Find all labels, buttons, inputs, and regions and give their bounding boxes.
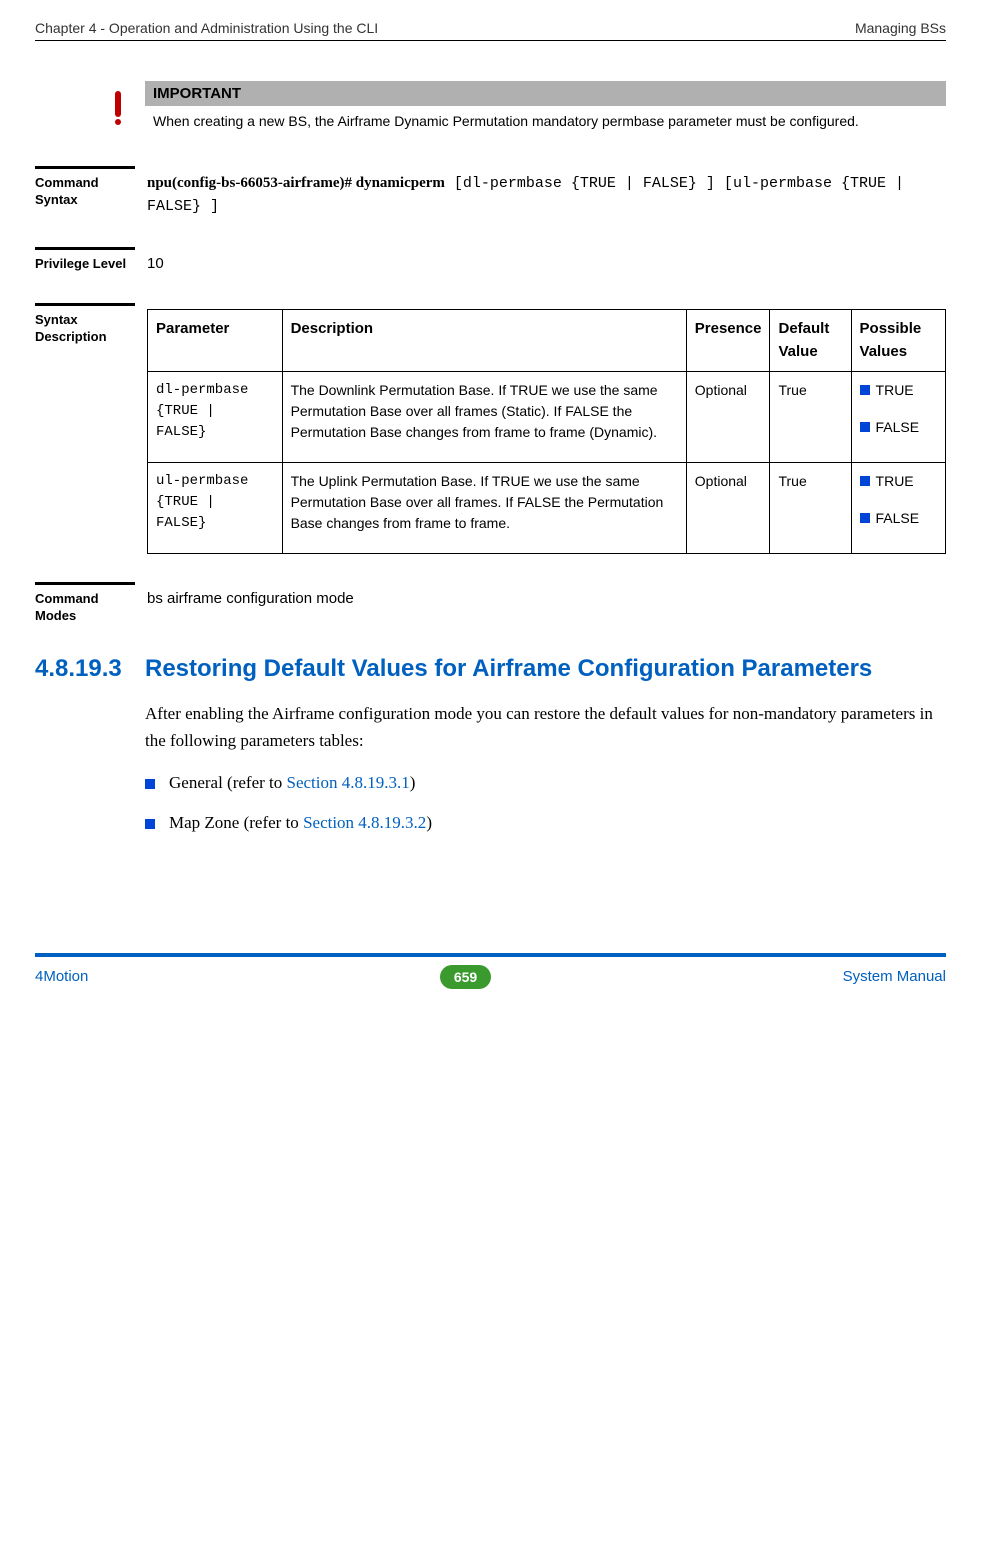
header-right: Managing BSs <box>855 20 946 36</box>
possible-list: TRUE FALSE <box>860 471 937 529</box>
bullet-after: ) <box>410 773 416 792</box>
syntax-desc-label: Syntax Description <box>35 312 135 346</box>
important-icon <box>105 81 135 117</box>
possible-value: FALSE <box>860 508 937 529</box>
command-modes-row: Command Modes bs airframe configuration … <box>35 582 946 625</box>
footer-right: System Manual <box>843 968 946 985</box>
cell-presence: Optional <box>686 372 770 463</box>
command-syntax-label: Command Syntax <box>35 175 135 209</box>
cell-presence: Optional <box>686 463 770 554</box>
header-left: Chapter 4 - Operation and Administration… <box>35 20 378 36</box>
section-label-wrap: Command Syntax <box>35 166 135 219</box>
cell-possible: TRUE FALSE <box>851 372 945 463</box>
table-header-row: Parameter Description Presence Default V… <box>148 310 946 372</box>
subsection-intro: After enabling the Airframe configuratio… <box>145 700 946 754</box>
bullet-row: General (refer to Section 4.8.19.3.1) <box>145 773 946 793</box>
section-reference-link[interactable]: Section 4.8.19.3.1 <box>287 773 410 792</box>
possible-value: TRUE <box>860 380 937 401</box>
possible-value-text: FALSE <box>876 419 920 435</box>
important-callout: IMPORTANT When creating a new BS, the Ai… <box>105 81 946 131</box>
section-reference-link[interactable]: Section 4.8.19.3.2 <box>303 813 426 832</box>
command-syntax-strong: npu(config-bs-66053-airframe)# dynamicpe… <box>147 175 445 191</box>
col-possible: Possible Values <box>851 310 945 372</box>
bullet-text: Map Zone (refer to <box>169 813 303 832</box>
col-description: Description <box>282 310 686 372</box>
bullet-row: Map Zone (refer to Section 4.8.19.3.2) <box>145 813 946 833</box>
bullet-square-icon <box>860 385 870 395</box>
cell-default: True <box>770 463 851 554</box>
command-syntax-body: npu(config-bs-66053-airframe)# dynamicpe… <box>135 166 946 219</box>
bullet-square-icon <box>145 779 155 789</box>
params-table: Parameter Description Presence Default V… <box>147 309 946 554</box>
footer-left: 4Motion <box>35 968 88 985</box>
section-label-wrap: Privilege Level <box>35 247 135 276</box>
section-label-wrap: Command Modes <box>35 582 135 625</box>
bullet-square-icon <box>860 476 870 486</box>
possible-value-text: TRUE <box>876 473 914 489</box>
col-parameter: Parameter <box>148 310 283 372</box>
bullet-square-icon <box>860 422 870 432</box>
important-text: When creating a new BS, the Airframe Dyn… <box>145 106 946 131</box>
page-number-badge: 659 <box>440 965 491 989</box>
command-modes-value: bs airframe configuration mode <box>135 582 946 625</box>
syntax-desc-row: Syntax Description Parameter Description… <box>35 303 946 554</box>
cell-possible: TRUE FALSE <box>851 463 945 554</box>
bullet-text: General (refer to <box>169 773 287 792</box>
subsection-heading: 4.8.19.3 Restoring Default Values for Ai… <box>35 655 946 683</box>
bullet-after: ) <box>426 813 432 832</box>
command-syntax-row: Command Syntax npu(config-bs-66053-airfr… <box>35 166 946 219</box>
possible-value-text: TRUE <box>876 382 914 398</box>
possible-value-text: FALSE <box>876 510 920 526</box>
cell-param: dl-permbase {TRUE | FALSE} <box>148 372 283 463</box>
privilege-label: Privilege Level <box>35 256 135 273</box>
command-modes-label: Command Modes <box>35 591 135 625</box>
bullet-square-icon <box>860 513 870 523</box>
possible-value: FALSE <box>860 417 937 438</box>
cell-default: True <box>770 372 851 463</box>
privilege-value: 10 <box>135 247 946 276</box>
bullet-square-icon <box>145 819 155 829</box>
syntax-desc-body: Parameter Description Presence Default V… <box>135 303 946 554</box>
col-presence: Presence <box>686 310 770 372</box>
header-rule <box>35 40 946 41</box>
important-title: IMPORTANT <box>145 81 946 106</box>
cell-desc: The Downlink Permutation Base. If TRUE w… <box>282 372 686 463</box>
page-footer: 4Motion 659 System Manual <box>35 953 946 989</box>
table-row: ul-permbase {TRUE | FALSE} The Uplink Pe… <box>148 463 946 554</box>
col-default: Default Value <box>770 310 851 372</box>
possible-value: TRUE <box>860 471 937 492</box>
subsection-title: Restoring Default Values for Airframe Co… <box>145 655 872 683</box>
table-row: dl-permbase {TRUE | FALSE} The Downlink … <box>148 372 946 463</box>
section-label-wrap: Syntax Description <box>35 303 135 554</box>
cell-param: ul-permbase {TRUE | FALSE} <box>148 463 283 554</box>
subsection-number: 4.8.19.3 <box>35 655 145 683</box>
page-header: Chapter 4 - Operation and Administration… <box>35 20 946 40</box>
page-container: Chapter 4 - Operation and Administration… <box>0 0 981 1019</box>
possible-list: TRUE FALSE <box>860 380 937 438</box>
cell-desc: The Uplink Permutation Base. If TRUE we … <box>282 463 686 554</box>
important-content: IMPORTANT When creating a new BS, the Ai… <box>145 81 946 131</box>
privilege-row: Privilege Level 10 <box>35 247 946 276</box>
